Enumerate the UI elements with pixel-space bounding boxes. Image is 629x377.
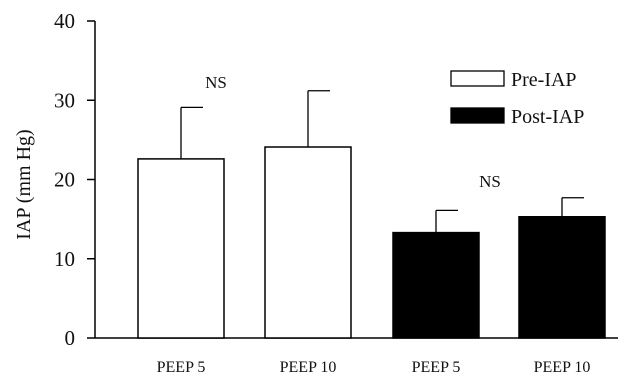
annotation-ns: NS [205, 73, 227, 92]
bar-4 [518, 215, 606, 339]
y-tick-label: 40 [54, 9, 75, 33]
x-tick-label: PEEP 5 [157, 359, 206, 376]
y-tick-label: 10 [54, 247, 75, 271]
bar-3 [392, 231, 480, 339]
y-tick-label: 30 [54, 88, 75, 112]
annotation-ns: NS [479, 172, 501, 191]
bar-1 [137, 158, 225, 339]
labels: 0 10 20 30 40 IAP (mm Hg) PEEP 5 PEEP 10 PEEP 5 P… [13, 9, 590, 376]
x-tick-label: PEEP 10 [534, 359, 591, 376]
legend-label: Post-IAP [511, 106, 584, 128]
y-tick-label: 20 [54, 168, 75, 192]
y-tick-label: 0 [65, 326, 76, 350]
bars [137, 146, 606, 339]
bar-2 [264, 146, 352, 339]
legend-swatch [450, 70, 505, 87]
legend-swatch [450, 107, 505, 124]
x-tick-label: PEEP 10 [280, 359, 337, 376]
y-axis-label: IAP (mm Hg) [13, 129, 35, 239]
legend-label: Pre-IAP [511, 69, 577, 91]
legend: Pre-IAP Post-IAP [450, 69, 584, 128]
error-bars [180, 90, 584, 233]
x-tick-label: PEEP 5 [412, 359, 461, 376]
